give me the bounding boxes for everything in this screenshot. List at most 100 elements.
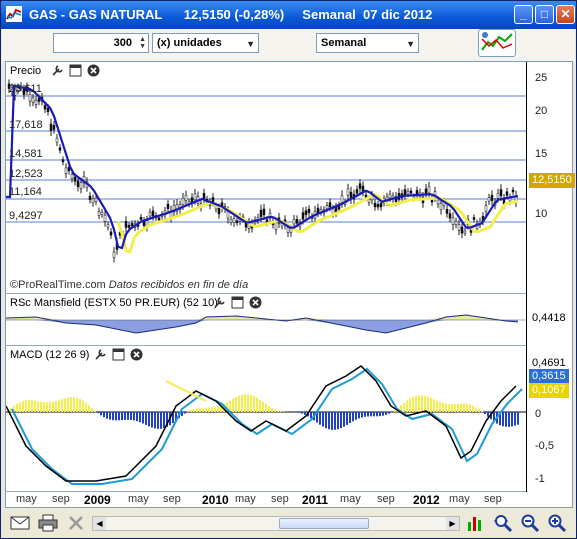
y-tick: -1	[535, 473, 545, 485]
price-chart[interactable]	[6, 62, 526, 294]
macd-signal-line	[11, 367, 523, 485]
macd-histogram-bar	[97, 412, 99, 414]
macd-histogram-bar	[151, 412, 153, 428]
macd-histogram-bar	[265, 403, 267, 412]
close-icon[interactable]	[87, 64, 100, 77]
maximize-button[interactable]: □	[535, 5, 554, 24]
macd-histogram-bar	[514, 412, 516, 426]
units-select[interactable]: (x) unidades ▼	[152, 33, 259, 53]
macd-histogram-badge: 0,1067	[529, 383, 569, 398]
candle-body	[70, 174, 74, 179]
macd-histogram-bar	[346, 412, 348, 425]
candle-body	[373, 202, 377, 208]
zoom-fit-icon[interactable]	[493, 513, 513, 533]
rsc-chart[interactable]	[5, 294, 526, 346]
macd-histogram-bar	[241, 394, 243, 412]
candle-body	[505, 191, 509, 196]
candle-body	[232, 218, 236, 223]
macd-histogram-bar	[139, 412, 141, 423]
candle-body	[34, 100, 38, 105]
candle-body	[355, 189, 359, 194]
macd-histogram-bar	[439, 401, 441, 412]
candle-body	[46, 107, 50, 112]
macd-histogram-bar	[301, 412, 303, 414]
y-tick: 20	[535, 105, 548, 117]
candle-body	[64, 167, 68, 174]
candle-body	[295, 219, 299, 224]
quantity-stepper[interactable]: 300 ▲ ▼	[53, 33, 149, 53]
candle-body	[49, 123, 53, 131]
macd-histogram-bar	[298, 412, 300, 413]
scroll-left-arrow[interactable]: ◀	[93, 517, 106, 530]
candle-body	[274, 222, 278, 230]
macd-histogram-bar	[13, 405, 15, 412]
candle-body	[244, 223, 248, 228]
candle-body	[91, 198, 95, 203]
candle-body	[184, 194, 188, 201]
macd-histogram-bar	[328, 412, 330, 430]
close-button[interactable]: ✕	[556, 5, 575, 24]
candle-body	[193, 193, 197, 201]
macd-histogram-bar	[430, 397, 432, 412]
close-icon[interactable]	[249, 296, 262, 309]
wrench-icon[interactable]	[94, 348, 107, 361]
minimize-button[interactable]: _	[514, 5, 533, 24]
close-icon[interactable]	[130, 348, 143, 361]
macd-histogram-bar	[325, 412, 327, 429]
zoom-out-icon[interactable]	[520, 513, 540, 533]
macd-histogram-bar	[388, 412, 390, 414]
x-tick-label: 2010	[202, 493, 229, 507]
price-axis: 25 20 15 10 12,5150	[526, 62, 575, 294]
macd-histogram-bar	[160, 412, 162, 429]
candle-body	[235, 220, 239, 224]
scroll-right-arrow[interactable]: ▶	[446, 517, 459, 530]
indicators-button[interactable]	[478, 29, 516, 57]
rsc-value-badge: 0,4418	[529, 311, 569, 326]
candle-body	[148, 212, 152, 217]
macd-histogram-bar	[28, 400, 30, 412]
rsc-axis: 0,4418	[526, 294, 572, 346]
zoom-in-icon[interactable]	[547, 513, 567, 533]
window-icon[interactable]	[231, 296, 244, 309]
macd-histogram-bar	[247, 394, 249, 412]
horizontal-scrollbar[interactable]: ◀ ▶	[92, 516, 460, 531]
wrench-icon[interactable]	[51, 64, 64, 77]
window-title: GAS - GAS NATURAL 12,5150 (-0,28%) Seman…	[29, 7, 433, 22]
candle-body	[409, 190, 413, 194]
macd-histogram-bar	[73, 397, 75, 412]
macd-histogram-bar	[133, 412, 135, 421]
rsc-panel-label: RSc Mansfield (ESTX 50 PR.EUR) (52 10)	[10, 297, 218, 309]
period-select[interactable]: Semanal ▼	[316, 33, 419, 53]
stepper-arrows-icon[interactable]: ▲ ▼	[139, 36, 146, 50]
macd-histogram-bar	[253, 396, 255, 412]
candle-body	[67, 166, 71, 172]
rsc-panel: RSc Mansfield (ESTX 50 PR.EUR) (52 10)	[5, 294, 526, 346]
candle-body	[175, 204, 179, 212]
y-tick: 15	[535, 148, 548, 160]
macd-histogram-bar	[382, 412, 384, 416]
level-label: 23,611	[9, 83, 42, 95]
delete-icon[interactable]	[66, 513, 86, 533]
macd-histogram-bar	[166, 412, 168, 427]
scroll-thumb[interactable]	[279, 518, 369, 529]
macd-histogram-bar	[19, 402, 21, 412]
macd-histogram-bar	[463, 403, 465, 412]
y-tick: 25	[535, 72, 548, 84]
candle-body	[100, 211, 104, 215]
macd-histogram-bar	[91, 407, 93, 412]
chart-tool-icon[interactable]	[466, 513, 486, 533]
macd-chart[interactable]	[5, 346, 526, 492]
chevron-down-icon: ▼	[246, 39, 255, 49]
print-icon[interactable]	[38, 513, 58, 533]
candle-body	[427, 186, 431, 194]
window-icon[interactable]	[112, 348, 125, 361]
candle-body	[325, 205, 329, 209]
window-icon[interactable]	[69, 64, 82, 77]
wrench-icon[interactable]	[213, 296, 226, 309]
price-panel-label: Precio	[10, 65, 42, 77]
macd-histogram-bar	[454, 404, 456, 412]
macd-histogram-bar	[127, 412, 129, 420]
mail-icon[interactable]	[10, 513, 30, 533]
candle-body	[460, 226, 464, 234]
candle-body	[97, 211, 101, 216]
